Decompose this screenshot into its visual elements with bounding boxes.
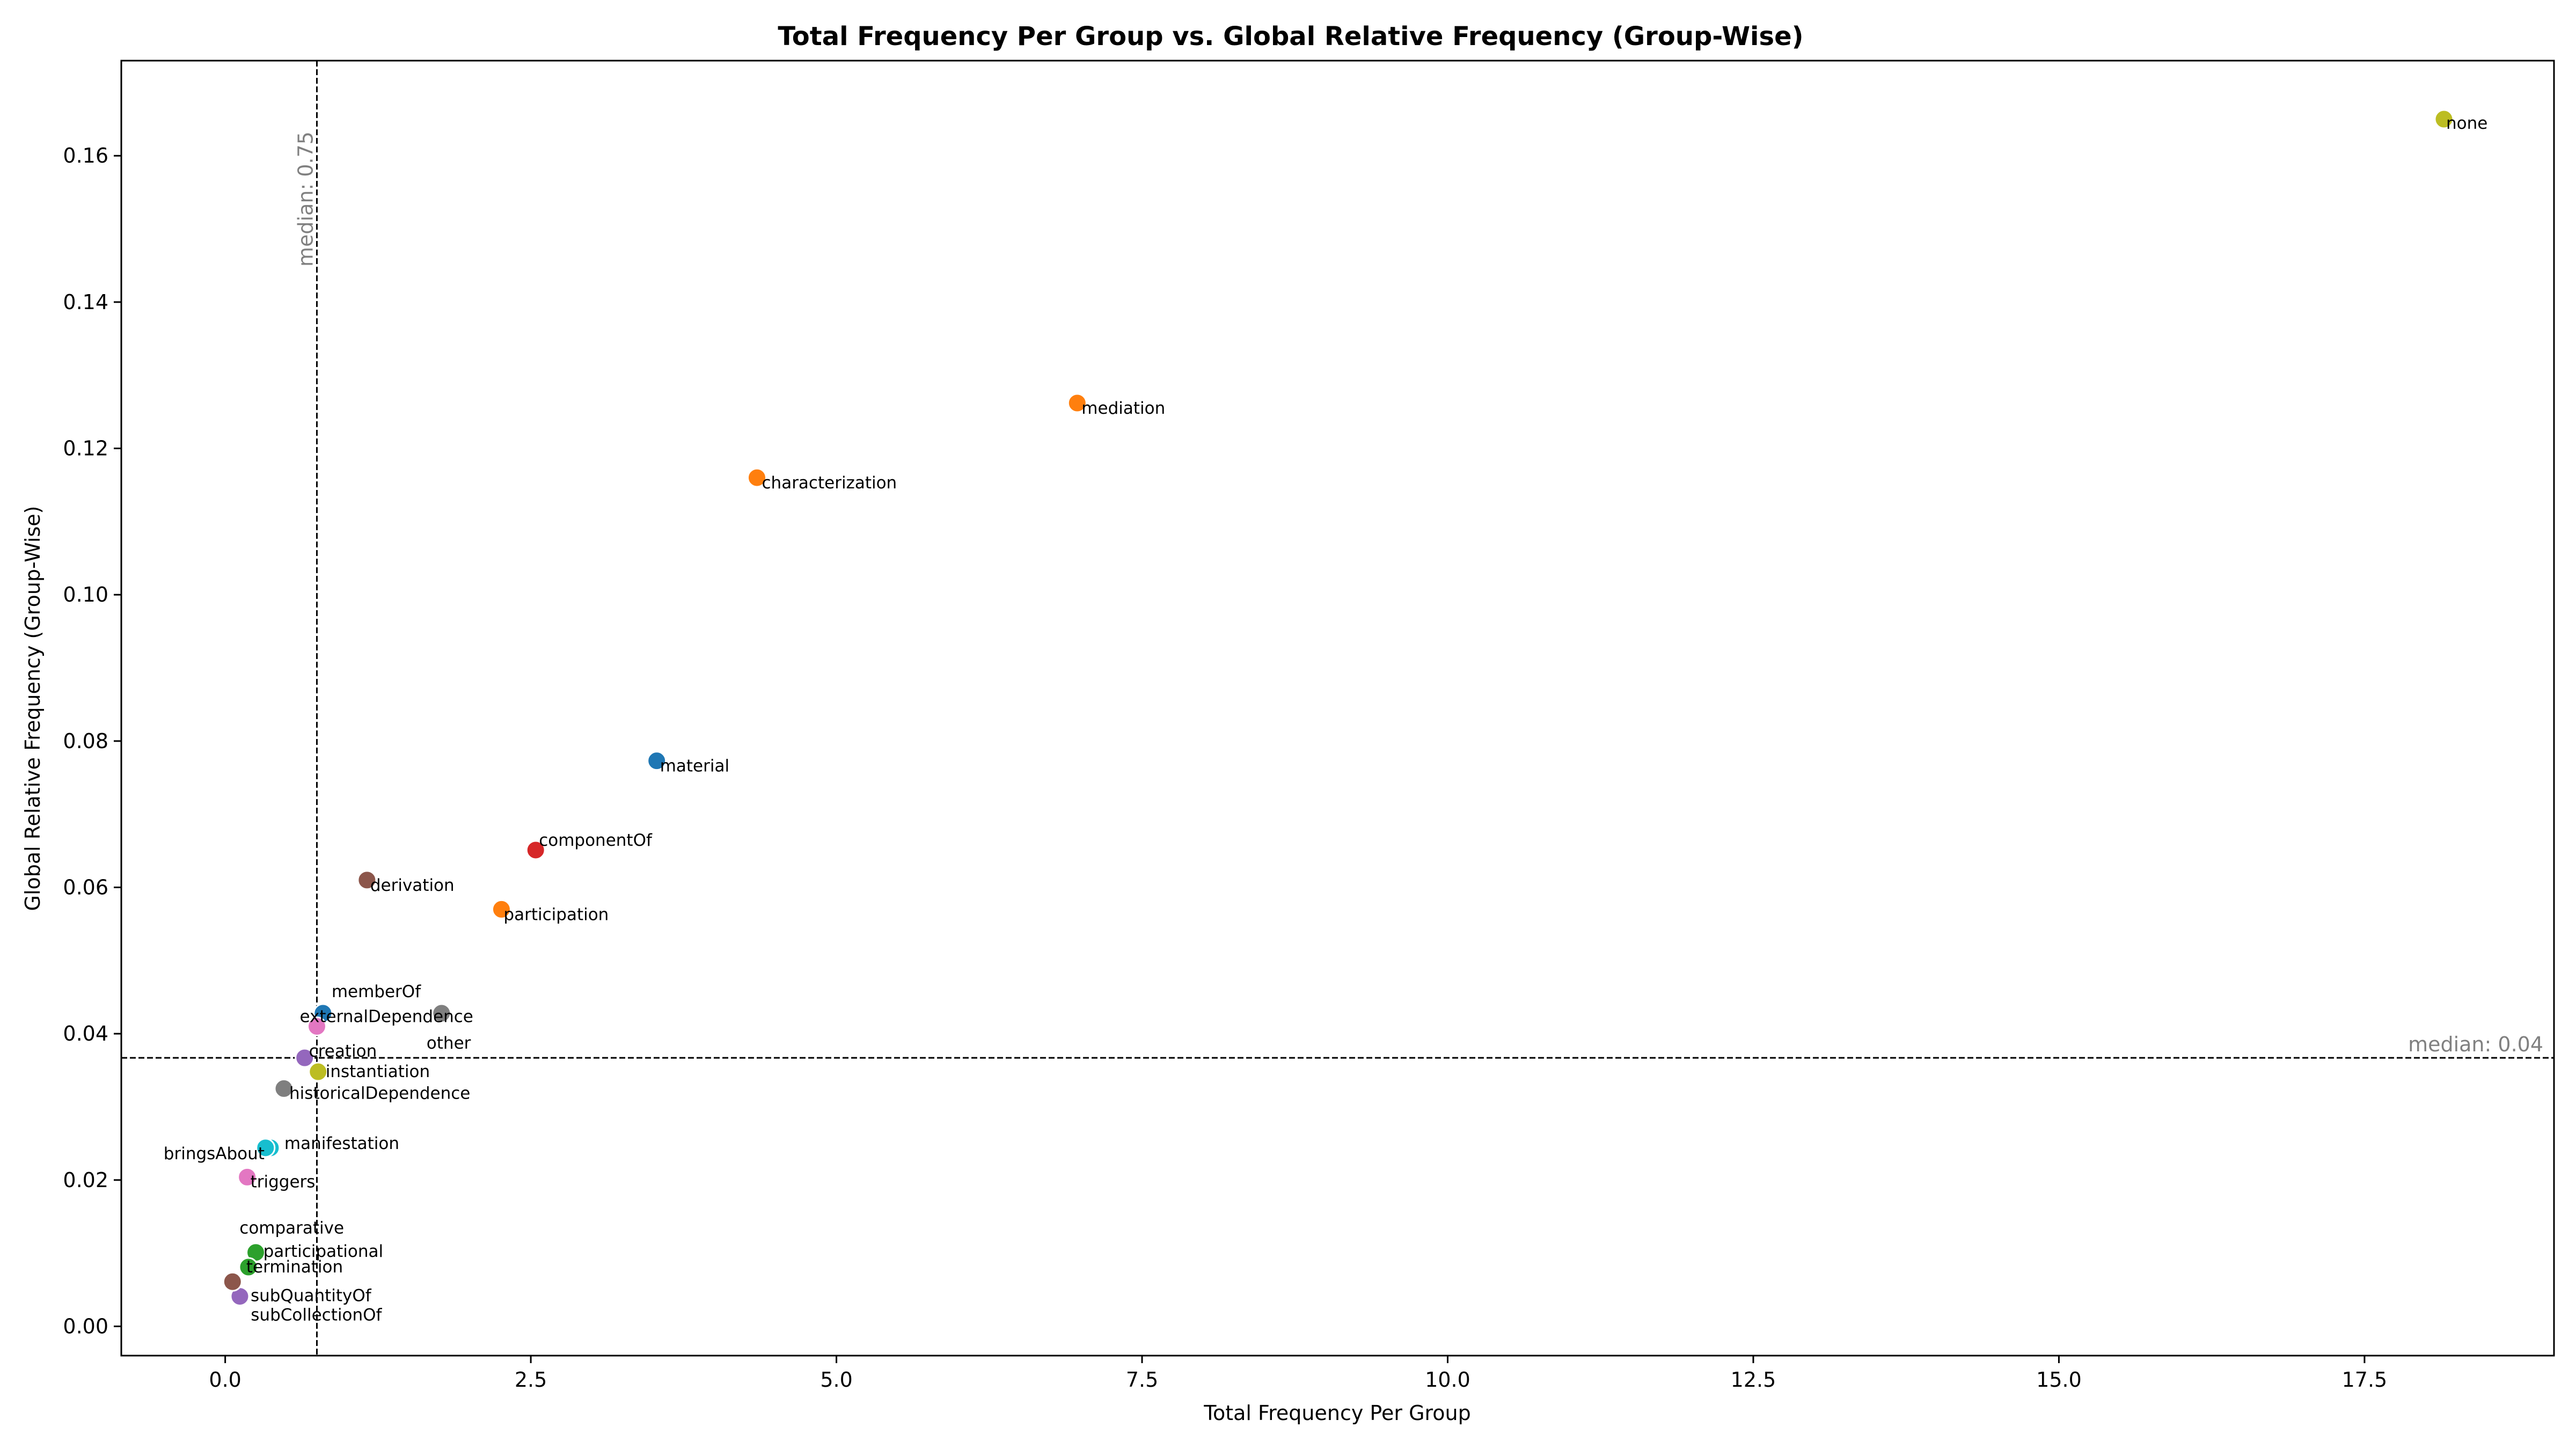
point-label-subCollectionOf: subCollectionOf (251, 1305, 382, 1324)
x-tick-label: 0.0 (209, 1368, 241, 1392)
y-axis: 0.00 0.02 0.04 0.06 0.08 0.10 0.12 0.14 0.16 (63, 144, 121, 1338)
y-tick-label: 0.16 (63, 144, 108, 167)
plot-area: median: 0.75 median: 0.04 none mediation cha… (121, 61, 2554, 1356)
point-componentOf (525, 840, 546, 860)
y-tick-label: 0.06 (63, 876, 108, 899)
x-tick-label: 15.0 (2036, 1368, 2082, 1392)
point-termination (238, 1257, 259, 1277)
point-label-creation: creation (309, 1042, 377, 1061)
point-label-triggers: triggers (251, 1172, 316, 1191)
y-axis-label: Global Relative Frequency (Group-Wise) (21, 506, 45, 911)
y-tick-label: 0.10 (63, 583, 108, 606)
median-y-label: median: 0.04 (2408, 1033, 2543, 1056)
point-subCollectionOf (222, 1271, 243, 1292)
point-triggers (237, 1167, 258, 1187)
x-tick-label: 17.5 (2342, 1368, 2388, 1392)
point-label-characterization: characterization (762, 473, 897, 493)
point-label-derivation: derivation (370, 876, 455, 895)
y-tick-label: 0.04 (63, 1022, 108, 1045)
x-axis: 0.0 2.5 5.0 7.5 10.0 12.5 15.0 17.5 (209, 1356, 2387, 1392)
point-label-mediation: mediation (1081, 399, 1165, 418)
point-label-historicalDependence: historicalDependence (289, 1084, 470, 1103)
point-label-manifestation: manifestation (284, 1134, 399, 1153)
y-tick-label: 0.08 (63, 729, 108, 753)
x-tick-label: 5.0 (820, 1368, 852, 1392)
chart-title: Total Frequency Per Group vs. Global Rel… (778, 21, 1803, 52)
x-axis-label: Total Frequency Per Group (1203, 1401, 1471, 1425)
point-label-termination: termination (246, 1257, 343, 1277)
x-tick-label: 7.5 (1126, 1368, 1158, 1392)
y-tick-label: 0.12 (63, 437, 108, 460)
point-label-memberOf: memberOf (332, 982, 421, 1001)
point-none (2434, 109, 2454, 129)
point-material (647, 751, 667, 771)
plot-frame (120, 60, 2555, 1357)
point-label-material: material (660, 757, 729, 776)
point-creation (295, 1048, 315, 1068)
point-label-comparative: comparative (239, 1218, 344, 1238)
x-tick-label: 12.5 (1731, 1368, 1776, 1392)
x-tick-label: 10.0 (1425, 1368, 1470, 1392)
y-tick-label: 0.02 (63, 1168, 108, 1192)
point-label-participation: participation (503, 905, 609, 924)
point-characterization (747, 467, 767, 488)
point-label-bringsAbout: bringsAbout (164, 1144, 265, 1163)
point-label-none: none (2446, 114, 2487, 133)
y-tick-label: 0.00 (63, 1314, 108, 1338)
point-label-instantiation: instantiation (326, 1062, 430, 1081)
x-tick-label: 2.5 (515, 1368, 547, 1392)
point-label-subQuantityOf: subQuantityOf (251, 1286, 372, 1306)
point-externalDependence (306, 1016, 327, 1037)
y-tick-label: 0.14 (63, 290, 108, 314)
point-label-other: other (427, 1034, 471, 1053)
point-other (431, 1003, 452, 1023)
point-historicalDependence (274, 1078, 294, 1099)
point-bringsAbout (255, 1138, 276, 1158)
point-label-participational: participational (264, 1242, 384, 1261)
point-participation (491, 899, 511, 919)
point-label-componentOf: componentOf (539, 831, 653, 850)
point-instantiation (308, 1062, 328, 1082)
median-x-label: median: 0.75 (294, 131, 317, 267)
point-mediation (1067, 393, 1087, 413)
point-label-externalDependence: externalDependence (299, 1007, 473, 1027)
point-derivation (357, 870, 377, 890)
